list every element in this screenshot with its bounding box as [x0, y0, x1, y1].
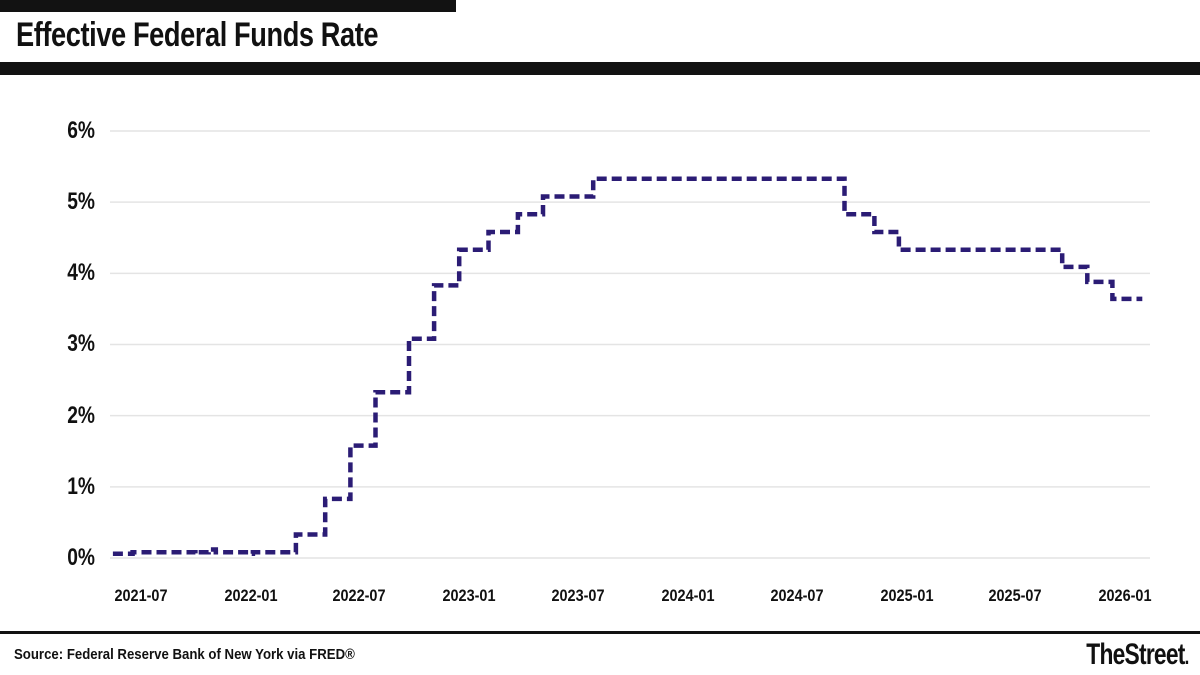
y-tick-label: 2% — [67, 401, 95, 429]
brand-logo-text: TheStreet — [1085, 638, 1185, 671]
x-tick-label: 2026-01 — [1098, 586, 1152, 605]
top-accent-bar — [0, 0, 456, 12]
x-tick-label: 2024-01 — [661, 586, 715, 605]
y-tick-label: 4% — [67, 259, 95, 287]
footer-divider-rule — [0, 631, 1200, 634]
effr-step-line — [112, 176, 1143, 556]
chart-title: Effective Federal Funds Rate — [16, 16, 379, 54]
source-credit: Source: Federal Reserve Bank of New York… — [14, 646, 355, 663]
x-tick-label: 2023-07 — [551, 586, 605, 605]
x-tick-label: 2024-07 — [770, 586, 824, 605]
x-tick-label: 2025-07 — [988, 586, 1042, 605]
x-tick-label: 2025-01 — [880, 586, 934, 605]
y-tick-label: 0% — [67, 544, 95, 571]
y-tick-label: 6% — [67, 116, 95, 144]
x-tick-label: 2021-07 — [114, 586, 168, 605]
x-tick-label: 2023-01 — [442, 586, 496, 605]
y-tick-label: 1% — [67, 472, 95, 500]
title-divider-bar — [0, 62, 1200, 75]
brand-trademark-dot: . — [1184, 644, 1189, 669]
x-tick-label: 2022-01 — [224, 586, 278, 605]
x-tick-label: 2022-07 — [332, 586, 386, 605]
brand-logo: TheStreet. — [1085, 638, 1189, 672]
y-tick-label: 3% — [67, 330, 95, 358]
y-tick-label: 5% — [67, 188, 95, 216]
